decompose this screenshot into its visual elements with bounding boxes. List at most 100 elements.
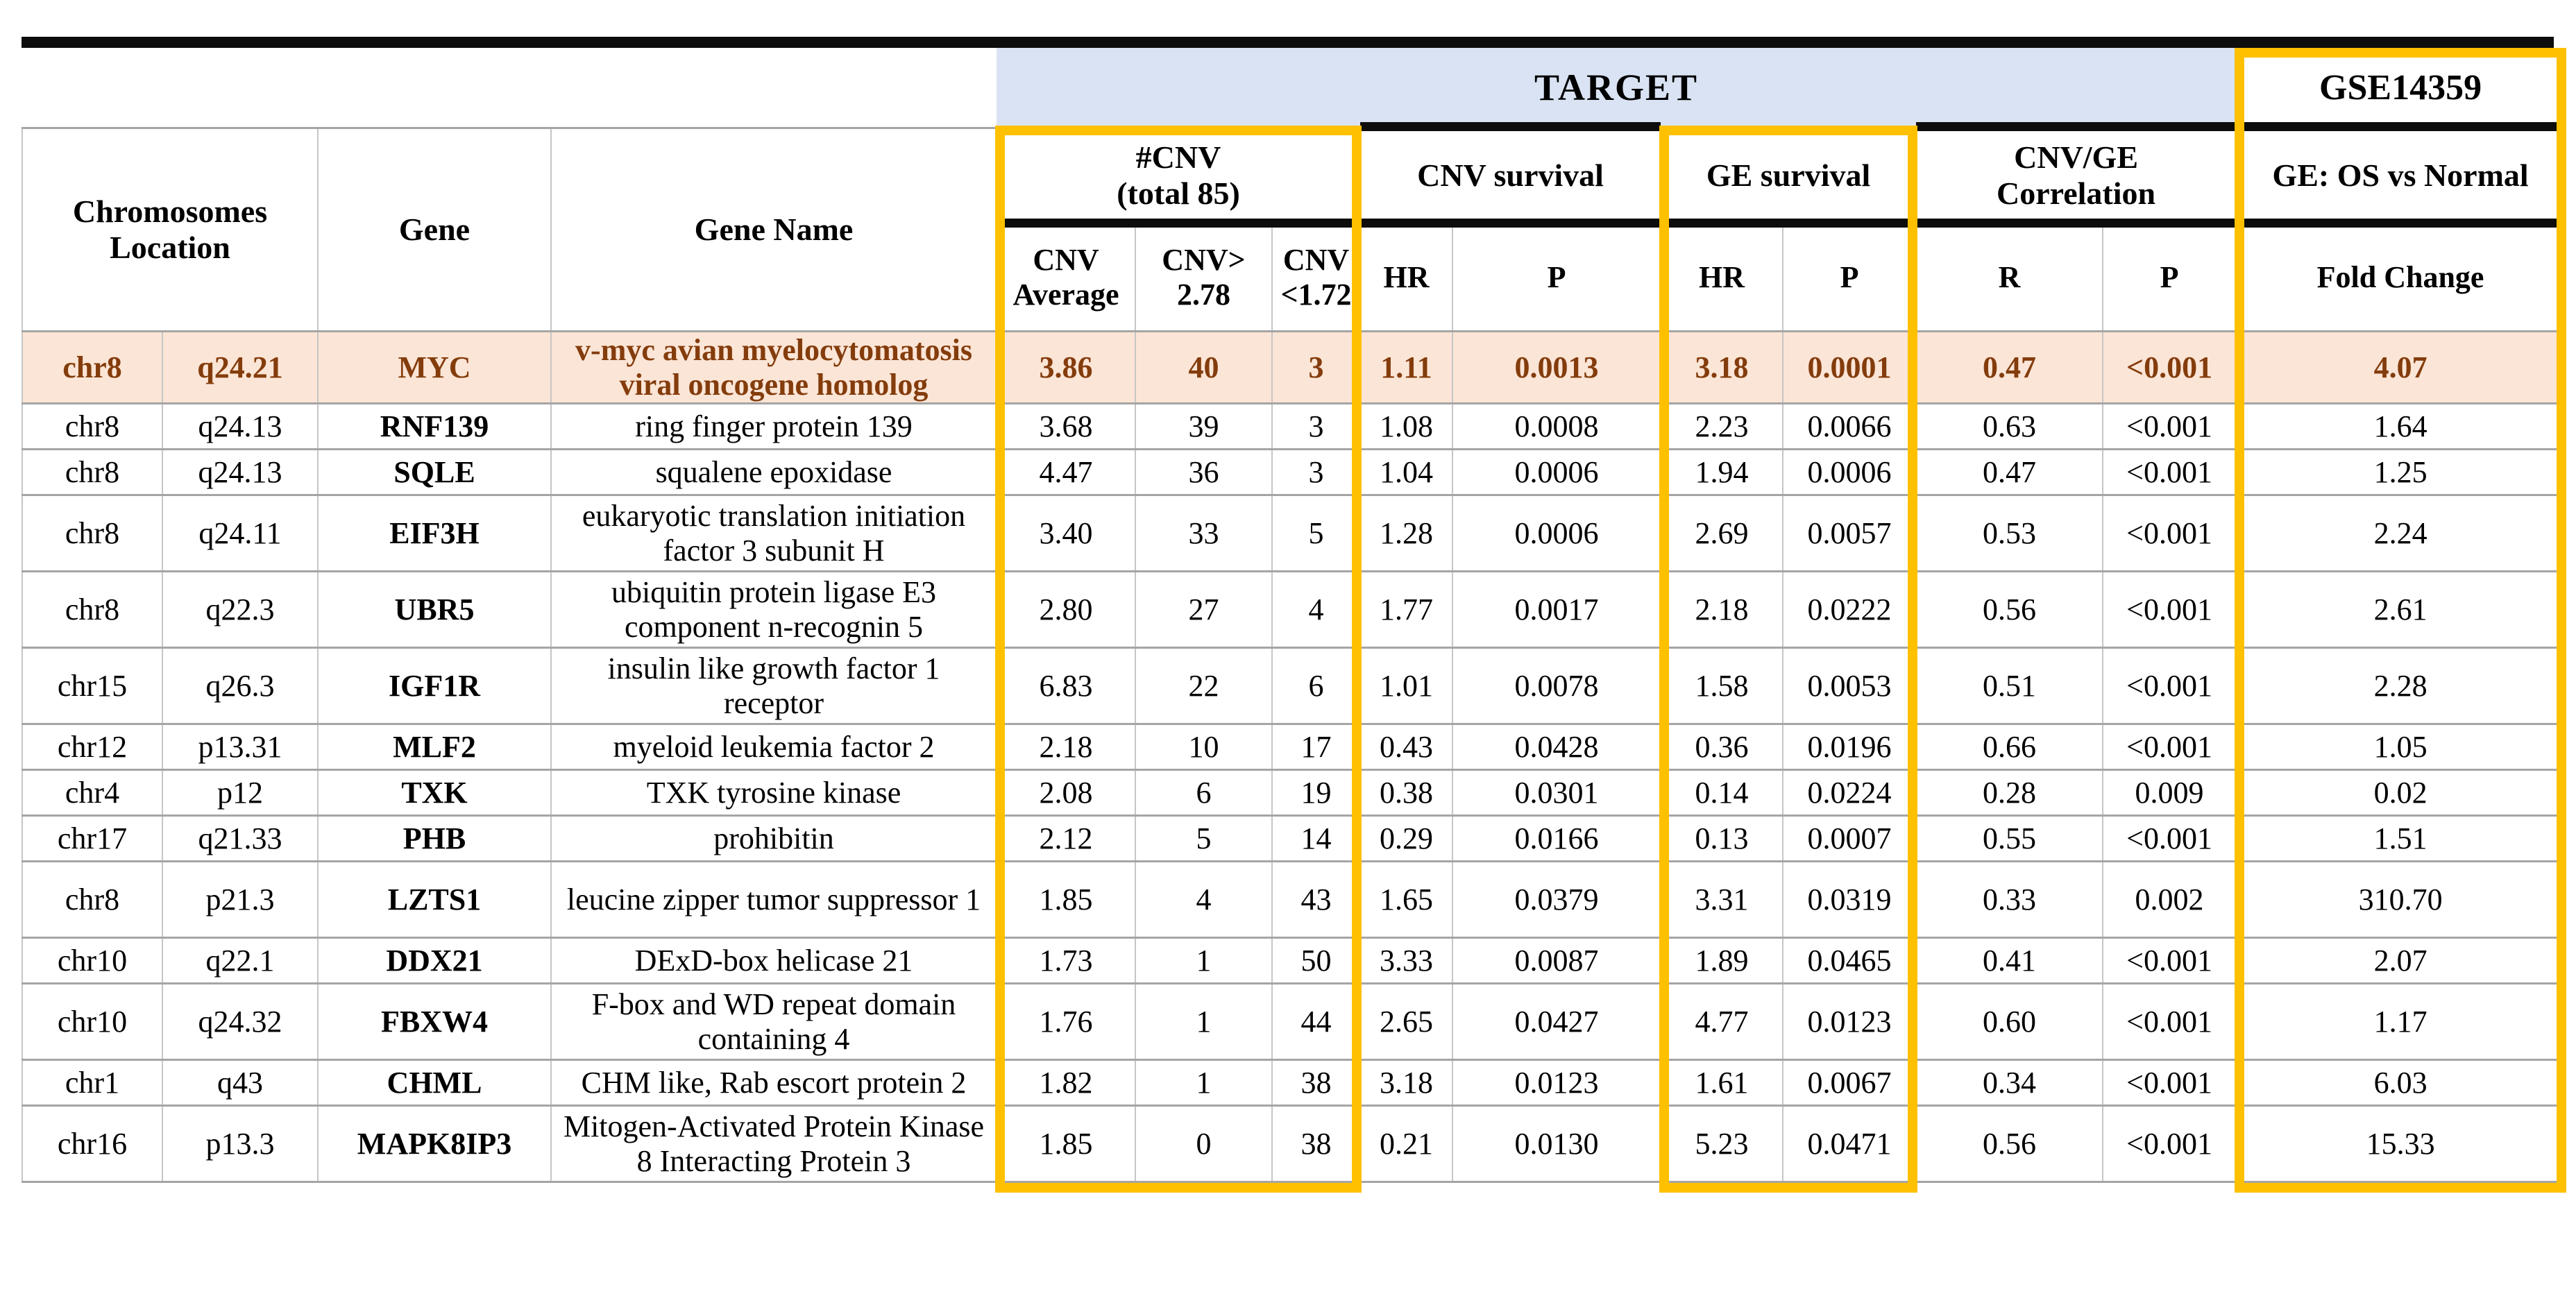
cell-gene-name: prohibitin bbox=[550, 815, 997, 862]
cell-cnv-p: 0.0006 bbox=[1452, 494, 1662, 572]
cell-corr-r: 0.47 bbox=[1915, 330, 2104, 404]
cell-cnv-lt: 3 bbox=[1271, 448, 1362, 496]
cell-chr: chr12 bbox=[22, 723, 163, 771]
cell-gene: CHML bbox=[317, 1059, 552, 1107]
cell-fold-change: 15.33 bbox=[2235, 1105, 2566, 1183]
cell-cnv-lt: 6 bbox=[1271, 647, 1362, 725]
cell-gene: TXK bbox=[317, 769, 552, 817]
cell-cnv-gt: 33 bbox=[1135, 494, 1273, 572]
cell-cnv-avg: 1.82 bbox=[996, 1059, 1136, 1107]
cell-cnv-hr: 1.01 bbox=[1359, 647, 1454, 725]
cell-gene: IGF1R bbox=[317, 647, 552, 725]
cell-corr-r: 0.33 bbox=[1915, 860, 2104, 939]
cell-gene-name: ring finger protein 139 bbox=[550, 402, 997, 450]
cell-cnv-p: 0.0130 bbox=[1452, 1105, 1662, 1183]
table-row: chr12 p13.31 MLF2 myeloid leukemia factor 2… bbox=[22, 723, 2566, 771]
cell-cnv-gt: 1 bbox=[1135, 1059, 1273, 1107]
cell-fold-change: 1.17 bbox=[2235, 982, 2566, 1061]
cell-cnv-hr: 0.21 bbox=[1359, 1105, 1454, 1183]
cell-ge-hr: 0.36 bbox=[1660, 723, 1784, 771]
cell-ge-p: 0.0053 bbox=[1782, 647, 1917, 725]
cell-gene: DDX21 bbox=[317, 937, 552, 984]
cell-corr-p: <0.001 bbox=[2102, 570, 2237, 649]
cell-band: q24.13 bbox=[162, 402, 319, 450]
header-ge-survival: GE survival bbox=[1660, 127, 1917, 224]
cell-cnv-lt: 3 bbox=[1271, 330, 1362, 404]
subheader-cnv-average: CNV Average bbox=[996, 222, 1136, 332]
cell-ge-hr: 1.61 bbox=[1660, 1059, 1784, 1107]
cell-cnv-avg: 4.47 bbox=[996, 448, 1136, 496]
cell-ge-p: 0.0006 bbox=[1782, 448, 1917, 496]
cell-chr: chr8 bbox=[22, 402, 163, 450]
cell-cnv-p: 0.0013 bbox=[1452, 330, 1662, 404]
cell-gene-name: DExD-box helicase 21 bbox=[550, 937, 997, 984]
cell-cnv-hr: 0.38 bbox=[1359, 769, 1454, 817]
header-cnv-group: #CNV (total 85) bbox=[995, 127, 1362, 224]
table-row: chr8 p21.3 LZTS1 leucine zipper tumor suppr… bbox=[22, 860, 2566, 939]
cell-cnv-lt: 38 bbox=[1271, 1059, 1362, 1107]
cell-chr: chr1 bbox=[22, 1059, 163, 1107]
cell-cnv-hr: 1.77 bbox=[1359, 570, 1454, 649]
cell-ge-p: 0.0224 bbox=[1782, 769, 1917, 817]
cell-corr-p: <0.001 bbox=[2102, 402, 2237, 450]
cell-corr-r: 0.63 bbox=[1915, 402, 2104, 450]
cell-ge-p: 0.0123 bbox=[1782, 982, 1917, 1061]
data-table: Chromosomes Location Gene Gene Name #CNV… bbox=[22, 127, 2566, 1183]
cell-cnv-hr: 3.18 bbox=[1359, 1059, 1454, 1107]
cell-cnv-avg: 2.18 bbox=[996, 723, 1136, 771]
table-row: chr4 p12 TXK TXK tyrosine kinase 2.08 6 19 0.38… bbox=[22, 769, 2566, 817]
cell-cnv-avg: 2.08 bbox=[996, 769, 1136, 817]
cell-cnv-avg: 3.68 bbox=[996, 402, 1136, 450]
cell-cnv-avg: 3.40 bbox=[996, 494, 1136, 572]
cell-chr: chr8 bbox=[22, 860, 163, 939]
header-cnv-survival: CNV survival bbox=[1359, 127, 1662, 224]
subheader-fold-change: Fold Change bbox=[2235, 222, 2566, 332]
cell-ge-hr: 1.94 bbox=[1660, 448, 1784, 496]
cell-chr: chr8 bbox=[22, 570, 163, 649]
cell-band: q22.1 bbox=[162, 937, 319, 984]
table-row: chr8 q22.3 UBR5 ubiquitin protein ligase E3… bbox=[22, 570, 2566, 649]
cell-band: q22.3 bbox=[162, 570, 319, 649]
cell-gene-name: squalene epoxidase bbox=[550, 448, 997, 496]
rule-gse-top bbox=[2236, 122, 2566, 131]
cell-cnv-lt: 50 bbox=[1271, 937, 1362, 984]
target-band: TARGET bbox=[997, 48, 2237, 127]
cell-cnv-lt: 38 bbox=[1271, 1105, 1362, 1183]
cell-cnv-avg: 1.85 bbox=[996, 860, 1136, 939]
header-chromosomes-location: Chromosomes Location bbox=[22, 127, 319, 332]
cell-ge-p: 0.0471 bbox=[1782, 1105, 1917, 1183]
cell-corr-r: 0.47 bbox=[1915, 448, 2104, 496]
cell-gene-name: TXK tyrosine kinase bbox=[550, 769, 997, 817]
cell-corr-p: <0.001 bbox=[2102, 1105, 2237, 1183]
table-row: chr16 p13.3 MAPK8IP3 Mitogen-Activated Prot… bbox=[22, 1105, 2566, 1183]
top-rule bbox=[22, 37, 2554, 48]
rule-subheader-top bbox=[997, 218, 2566, 228]
cell-gene: FBXW4 bbox=[317, 982, 552, 1061]
cell-ge-hr: 0.14 bbox=[1660, 769, 1784, 817]
cell-fold-change: 6.03 bbox=[2235, 1059, 2566, 1107]
cell-ge-p: 0.0319 bbox=[1782, 860, 1917, 939]
cell-ge-p: 0.0007 bbox=[1782, 815, 1917, 862]
cell-corr-p: <0.001 bbox=[2102, 937, 2237, 984]
cell-gene-name: eukaryotic translation initiation factor… bbox=[550, 494, 997, 572]
cell-cnv-gt: 4 bbox=[1135, 860, 1273, 939]
subheader-ge-p: P bbox=[1782, 222, 1917, 332]
cell-gene-name: Mitogen-Activated Protein Kinase 8 Inter… bbox=[550, 1105, 997, 1183]
cell-gene-name: insulin like growth factor 1 receptor bbox=[550, 647, 997, 725]
cell-ge-p: 0.0196 bbox=[1782, 723, 1917, 771]
cell-ge-p: 0.0465 bbox=[1782, 937, 1917, 984]
cell-band: q24.13 bbox=[162, 448, 319, 496]
cell-cnv-hr: 1.65 bbox=[1359, 860, 1454, 939]
cell-chr: chr16 bbox=[22, 1105, 163, 1183]
cell-gene-name: F-box and WD repeat domain containing 4 bbox=[550, 982, 997, 1061]
cell-ge-hr: 2.18 bbox=[1660, 570, 1784, 649]
gse-banner: GSE14359 bbox=[2236, 48, 2566, 127]
cell-ge-p: 0.0001 bbox=[1782, 330, 1917, 404]
target-band-label: TARGET bbox=[1534, 67, 1699, 108]
cell-fold-change: 1.05 bbox=[2235, 723, 2566, 771]
cell-gene-name: leucine zipper tumor suppressor 1 bbox=[550, 860, 997, 939]
cell-fold-change: 310.70 bbox=[2235, 860, 2566, 939]
cell-band: q24.21 bbox=[162, 330, 319, 404]
subheader-cnv-hr: HR bbox=[1359, 222, 1454, 332]
cell-band: q24.32 bbox=[162, 982, 319, 1061]
